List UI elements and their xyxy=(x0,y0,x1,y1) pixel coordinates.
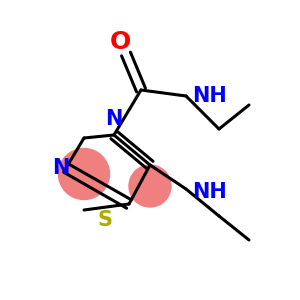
Text: NH: NH xyxy=(192,86,227,106)
Text: N: N xyxy=(105,109,123,129)
Circle shape xyxy=(129,165,171,207)
Text: N: N xyxy=(52,158,69,178)
Text: S: S xyxy=(98,210,112,230)
Text: O: O xyxy=(110,30,130,54)
Circle shape xyxy=(58,148,110,200)
Text: NH: NH xyxy=(192,182,227,202)
